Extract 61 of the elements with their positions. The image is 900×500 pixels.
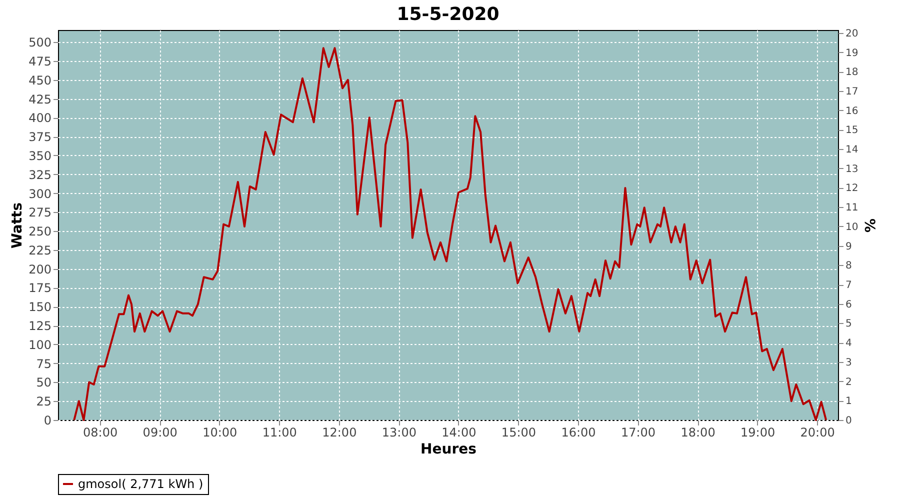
x-tick-label: 19:00 — [740, 426, 776, 440]
y-tick-label: 400 — [28, 111, 52, 126]
y-tick-label: 200 — [28, 262, 52, 276]
y-tick-label: 50 — [36, 376, 52, 390]
y-tick-label: 500 — [28, 36, 52, 50]
y2-tick-label: 17 — [846, 86, 858, 98]
x-tick-label: 20:00 — [800, 426, 835, 440]
y-tick-label: 275 — [28, 206, 52, 220]
y2-tick-label: 13 — [846, 164, 858, 175]
y-tick-label: 475 — [28, 54, 52, 68]
y2-tick-label: 11 — [846, 202, 858, 214]
y2-tick-label: 18 — [846, 67, 858, 78]
x-tick-label: 18:00 — [680, 426, 716, 440]
y2-tick-label: 2 — [846, 376, 852, 388]
y2-tick-label: 19 — [846, 48, 858, 59]
y-tick-label: 300 — [28, 186, 52, 201]
y-tick-label: 250 — [28, 224, 52, 239]
x-tick-label: 13:00 — [382, 426, 416, 440]
y-tick-label: 75 — [36, 356, 52, 371]
y-tick-label: 450 — [28, 73, 52, 88]
x-tick-label: 17:00 — [620, 426, 656, 440]
y2-tick-label: 8 — [846, 260, 852, 272]
x-tick-label: 12:00 — [322, 426, 357, 440]
y-tick-label: 100 — [28, 338, 52, 352]
x-axis-title: Heures — [420, 442, 476, 458]
chart-title: 15-5-2020 — [396, 4, 500, 25]
y2-tick-label: 3 — [846, 357, 852, 368]
y2-tick-label: 16 — [846, 106, 858, 117]
y2-tick-label: 9 — [846, 241, 852, 252]
x-tick-label: 15:00 — [501, 426, 536, 440]
y-tick-label: 25 — [36, 394, 52, 409]
y-tick-label: 350 — [28, 148, 52, 163]
y2-tick-label: 7 — [846, 280, 852, 292]
y-tick-label: 0 — [44, 414, 52, 428]
y-tick-label: 150 — [28, 300, 52, 314]
legend-label: gmosol( 2,771 kWh ) — [78, 477, 204, 491]
y2-tick-label: 0 — [846, 416, 852, 426]
x-tick-label: 11:00 — [262, 426, 297, 440]
y2-axis-title: % — [861, 218, 878, 233]
y-tick-label: 125 — [28, 319, 52, 334]
line-series — [73, 47, 828, 421]
y-tick-label: 375 — [28, 130, 52, 144]
y2-tick-label: 12 — [846, 183, 858, 194]
x-tick-label: 09:00 — [142, 426, 178, 440]
y2-tick-label: 4 — [846, 338, 852, 350]
y2-tick-label: 10 — [846, 222, 858, 233]
y-tick-label: 175 — [28, 281, 52, 296]
x-tick-label: 16:00 — [561, 426, 596, 440]
y2-tick-label: 5 — [846, 318, 852, 330]
y2-tick-label: 20 — [846, 28, 858, 40]
y2-tick-label: 14 — [846, 144, 858, 156]
y2-tick-label: 15 — [846, 125, 858, 136]
y-tick-label: 425 — [28, 92, 52, 106]
x-tick-label: 08:00 — [83, 426, 118, 440]
y-tick-label: 225 — [28, 243, 52, 258]
y-tick-label: 325 — [28, 168, 52, 182]
x-tick-label: 14:00 — [442, 426, 476, 440]
y2-tick-label: 6 — [846, 299, 852, 310]
y2-tick-label: 1 — [846, 396, 852, 408]
x-tick-label: 10:00 — [202, 426, 238, 440]
y-axis-title: Watts — [10, 202, 26, 249]
